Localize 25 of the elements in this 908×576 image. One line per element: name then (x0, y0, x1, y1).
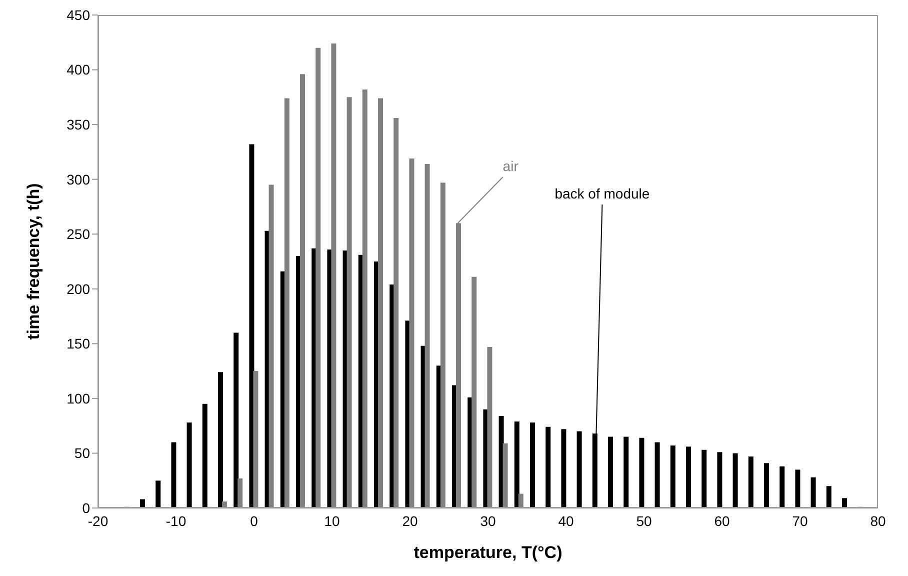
y-tick-label: 300 (66, 171, 90, 188)
annotation: air (502, 158, 519, 174)
x-tick-label: -10 (166, 512, 186, 529)
y-tick-label: 100 (66, 390, 90, 406)
x-tick-label: 50 (636, 512, 652, 529)
x-tick-label: 70 (792, 512, 808, 529)
x-axis-title: temperature, T(°C) (414, 543, 562, 562)
y-tick-label: 400 (66, 62, 90, 78)
y-tick-label: 0 (82, 500, 90, 516)
x-tick-label: 10 (324, 512, 340, 529)
x-tick-label: 20 (402, 512, 418, 529)
y-tick-label: 350 (66, 116, 90, 133)
y-tick-label: 200 (66, 280, 90, 297)
x-tick-label: 60 (714, 512, 730, 529)
x-tick-label: -20 (88, 512, 108, 529)
y-axis-title: time frequency, t(h) (24, 183, 44, 340)
y-tick-label: 50 (74, 445, 90, 462)
x-tick-label: 0 (250, 512, 258, 529)
y-tick-label: 450 (66, 6, 90, 23)
y-tick-label: 250 (66, 226, 90, 242)
annotation: back of module (554, 186, 650, 202)
x-tick-label: 40 (558, 512, 574, 529)
x-tick-label: 30 (480, 512, 496, 529)
x-tick-label: 80 (870, 512, 886, 529)
y-tick-label: 150 (66, 336, 90, 352)
